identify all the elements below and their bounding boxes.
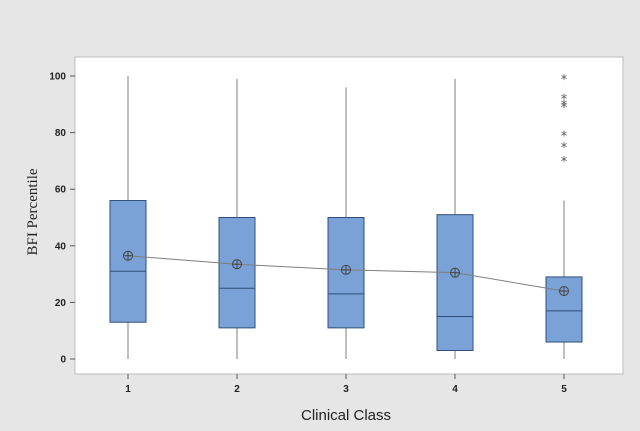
iqr-box: [436, 214, 474, 352]
outlier-point: *: [561, 98, 568, 113]
y-tick-label-20: 20: [55, 298, 67, 309]
x-tick-label-5: 5: [561, 384, 567, 395]
y-tick-label-100: 100: [49, 72, 66, 83]
outlier-point: *: [561, 141, 568, 156]
mean-marker-5: [559, 286, 569, 297]
mean-marker-2: [232, 259, 242, 270]
y-axis-title: BFI Percentile: [25, 168, 41, 255]
mean-marker-1: [123, 250, 133, 261]
outlier-point: *: [561, 73, 568, 88]
y-tick-label-40: 40: [55, 241, 67, 252]
box-group-1: [109, 76, 147, 359]
iqr-box: [109, 200, 147, 323]
iqr-box: [218, 217, 256, 329]
y-tick-label-0: 0: [60, 355, 66, 366]
box-group-2: [218, 78, 256, 359]
y-tick-label-80: 80: [55, 128, 67, 139]
x-axis-title: Clinical Class: [301, 407, 391, 424]
boxes-layer: *******: [109, 73, 583, 359]
axis-layer: 0 20 40 60 80 100 1 2 3 4 5: [49, 72, 567, 396]
y-tick-label-60: 60: [55, 185, 67, 196]
outlier-point: *: [561, 155, 568, 170]
x-tick-label-1: 1: [125, 384, 131, 395]
box-group-4: [436, 78, 474, 359]
outlier-point: *: [561, 93, 568, 108]
outlier-point: *: [561, 101, 568, 116]
x-tick-label-2: 2: [234, 384, 240, 395]
x-tick-label-3: 3: [343, 384, 349, 395]
mean-marker-3: [341, 264, 351, 275]
outlier-point: *: [561, 129, 568, 144]
mean-marker-4: [450, 267, 460, 278]
x-tick-label-4: 4: [452, 384, 458, 395]
